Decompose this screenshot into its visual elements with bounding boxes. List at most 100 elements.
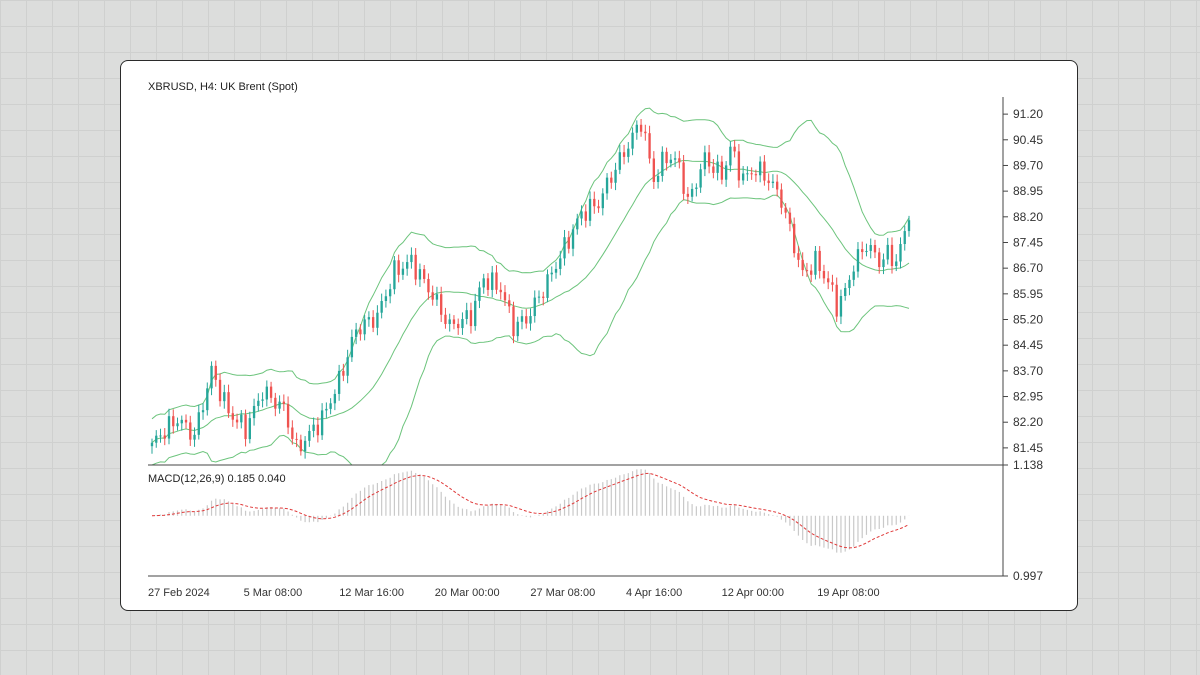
candle-body (865, 250, 868, 253)
candle-body (873, 245, 877, 253)
candle-body (342, 370, 345, 376)
candle-body (627, 148, 630, 157)
candle-body (231, 413, 234, 420)
x-tick-label: 4 Apr 16:00 (626, 587, 682, 599)
candle-body (295, 438, 298, 440)
candle-body (750, 173, 753, 175)
candle-body (261, 399, 264, 401)
candle-body (150, 442, 154, 447)
candle-body (690, 188, 694, 197)
candle-body (699, 169, 702, 188)
candle-body (393, 260, 396, 290)
candle-body (631, 132, 634, 149)
candle-body (682, 162, 685, 194)
candle-body (656, 175, 660, 182)
candle-body (588, 198, 592, 221)
candle-body (405, 262, 409, 269)
candle-body (503, 292, 507, 301)
candle-body (605, 177, 609, 194)
candle-body (665, 151, 668, 164)
candle-body (320, 410, 324, 436)
candle-body (499, 289, 502, 293)
candle-body (661, 151, 664, 176)
candle-body (810, 270, 813, 275)
y-tick-label: 81.45 (1013, 441, 1043, 455)
candle-body (401, 268, 405, 275)
macd-label: MACD(12,26,9) 0.185 0.040 (148, 473, 286, 485)
candle-body (567, 237, 570, 249)
candle-body (155, 435, 158, 443)
candle-body (214, 365, 217, 380)
candle-body (763, 161, 766, 181)
candle-body (869, 245, 872, 251)
candle-body (695, 187, 698, 189)
candle-body (652, 158, 656, 182)
y-tick-label: 88.20 (1013, 210, 1043, 224)
bollinger-bands (151, 107, 910, 466)
candle-body (554, 268, 558, 273)
candle-body (444, 314, 447, 325)
candle-body (180, 419, 183, 424)
candle-body (610, 177, 613, 183)
candle-body (793, 223, 796, 254)
x-tick-label: 27 Feb 2024 (148, 587, 210, 599)
candle-body (346, 357, 349, 376)
candle-body (648, 133, 651, 159)
candle-body (907, 220, 911, 232)
candle-body (312, 424, 315, 431)
candle-body (414, 254, 417, 280)
candle-body (478, 287, 481, 301)
candle-body (440, 294, 443, 315)
candle-body (618, 152, 621, 170)
candle-body (758, 161, 762, 176)
candle-body (482, 278, 485, 288)
candle-body (286, 403, 290, 428)
candles (150, 118, 911, 459)
candle-body (410, 254, 413, 263)
candle-body (333, 393, 337, 404)
candle-body (784, 207, 787, 213)
candle-body (252, 405, 256, 419)
candle-body (516, 321, 519, 337)
candle-body (350, 336, 354, 358)
candle-body (797, 253, 800, 260)
candle-body (218, 379, 222, 402)
candle-body (537, 296, 541, 298)
candle-body (861, 249, 864, 253)
candle-body (886, 244, 889, 260)
candle-body (597, 206, 600, 209)
candle-body (474, 300, 477, 327)
candle-body (184, 419, 188, 423)
candle-body (299, 439, 303, 452)
candle-body (639, 124, 643, 132)
candle-body (354, 329, 358, 337)
candle-body (899, 244, 902, 262)
candle-body (571, 229, 575, 249)
candle-body (724, 165, 728, 180)
candle-body (244, 414, 247, 440)
candle-body (189, 422, 192, 440)
candle-body (210, 365, 213, 389)
candle-body (707, 152, 711, 167)
y-axis: 91.20 90.45 89.70 88.95 88.20 87.45 86.70 85.95… (1003, 107, 1043, 583)
candle-body (741, 173, 745, 181)
candle-body (274, 397, 277, 409)
candle-body (520, 316, 524, 322)
candle-body (831, 282, 834, 285)
candle-body (201, 410, 205, 413)
candle-body (686, 193, 690, 197)
price-chart: XBRUSD, H4: UK Brent (Spot) MACD(12,26,9… (148, 81, 1043, 599)
candle-body (903, 231, 906, 245)
candle-body (206, 388, 209, 411)
candle-body (550, 272, 553, 275)
candle-body (716, 161, 719, 173)
candle-body (363, 319, 366, 335)
macd-panel (151, 469, 910, 553)
candle-body (754, 174, 758, 176)
candle-body (818, 250, 821, 271)
candle-body (159, 435, 162, 437)
candle-body (576, 218, 579, 230)
candle-body (308, 430, 311, 441)
candle-body (461, 318, 464, 329)
candle-body (380, 300, 383, 313)
